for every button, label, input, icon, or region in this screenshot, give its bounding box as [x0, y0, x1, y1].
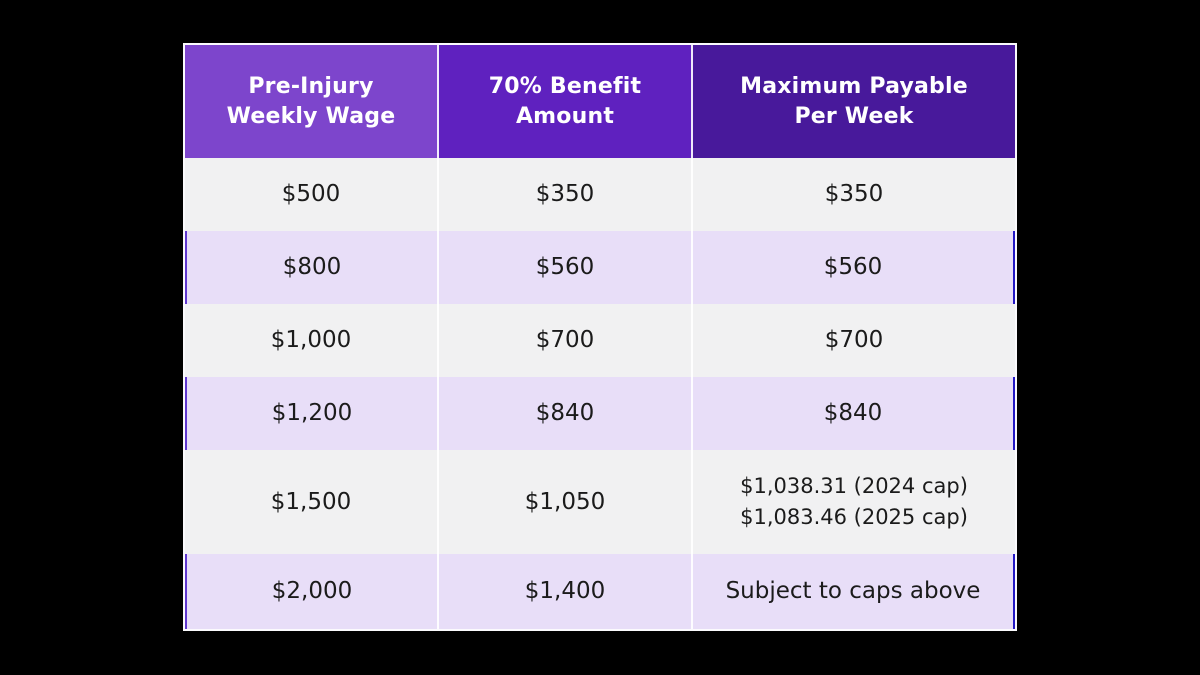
table-cell: $800	[185, 231, 439, 304]
table-cell: $1,200	[185, 377, 439, 450]
table-cell: $1,400	[439, 554, 693, 629]
column-header-pre-injury-weekly-wage: Pre-Injury Weekly Wage	[185, 45, 439, 158]
table-cell-caps: $1,038.31 (2024 cap) $1,083.46 (2025 cap…	[693, 450, 1015, 554]
table-cell: $840	[439, 377, 693, 450]
table-cell: $840	[693, 377, 1015, 450]
column-header-maximum-payable-per-week: Maximum Payable Per Week	[693, 45, 1015, 158]
table-cell: $1,050	[439, 450, 693, 554]
table-cell: $2,000	[185, 554, 439, 629]
table-cell: $500	[185, 158, 439, 231]
table-cell: $350	[439, 158, 693, 231]
table-cell: $700	[693, 304, 1015, 377]
table-cell: $560	[693, 231, 1015, 304]
table-cell: $700	[439, 304, 693, 377]
table-cell: $560	[439, 231, 693, 304]
column-header-70-percent-benefit-amount: 70% Benefit Amount	[439, 45, 693, 158]
table-cell: $1,500	[185, 450, 439, 554]
table-cell: Subject to caps above	[693, 554, 1015, 629]
table-cell: $350	[693, 158, 1015, 231]
benefits-table: Pre-Injury Weekly Wage 70% Benefit Amoun…	[185, 45, 1015, 629]
table-cell: $1,000	[185, 304, 439, 377]
